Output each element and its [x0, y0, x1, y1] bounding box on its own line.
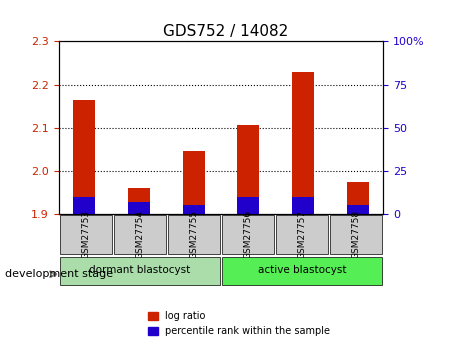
- Bar: [292, 71, 314, 214]
- FancyBboxPatch shape: [222, 257, 382, 285]
- FancyBboxPatch shape: [222, 215, 274, 255]
- Bar: [183, 205, 205, 214]
- Bar: [183, 151, 205, 214]
- Text: GSM27753: GSM27753: [81, 210, 90, 259]
- Text: active blastocyst: active blastocyst: [258, 265, 346, 275]
- Legend: log ratio, percentile rank within the sample: log ratio, percentile rank within the sa…: [144, 307, 334, 340]
- Text: development stage: development stage: [5, 269, 113, 279]
- FancyBboxPatch shape: [60, 215, 112, 255]
- FancyBboxPatch shape: [168, 215, 220, 255]
- Bar: [74, 197, 95, 214]
- Bar: [292, 197, 314, 214]
- Text: GSM27757: GSM27757: [298, 210, 307, 259]
- Bar: [347, 181, 368, 214]
- Bar: [237, 197, 259, 214]
- Bar: [237, 126, 259, 214]
- FancyBboxPatch shape: [114, 215, 166, 255]
- Text: GSM27755: GSM27755: [189, 210, 198, 259]
- Bar: [128, 202, 150, 214]
- Text: dormant blastocyst: dormant blastocyst: [89, 265, 190, 275]
- Bar: [128, 188, 150, 214]
- FancyBboxPatch shape: [276, 215, 328, 255]
- Bar: [347, 205, 368, 214]
- Text: GDS752 / 14082: GDS752 / 14082: [163, 24, 288, 39]
- Text: GSM27756: GSM27756: [244, 210, 253, 259]
- Text: GSM27754: GSM27754: [135, 210, 144, 259]
- Text: GSM27758: GSM27758: [352, 210, 361, 259]
- FancyBboxPatch shape: [330, 215, 382, 255]
- Bar: [74, 100, 95, 214]
- FancyBboxPatch shape: [60, 257, 220, 285]
